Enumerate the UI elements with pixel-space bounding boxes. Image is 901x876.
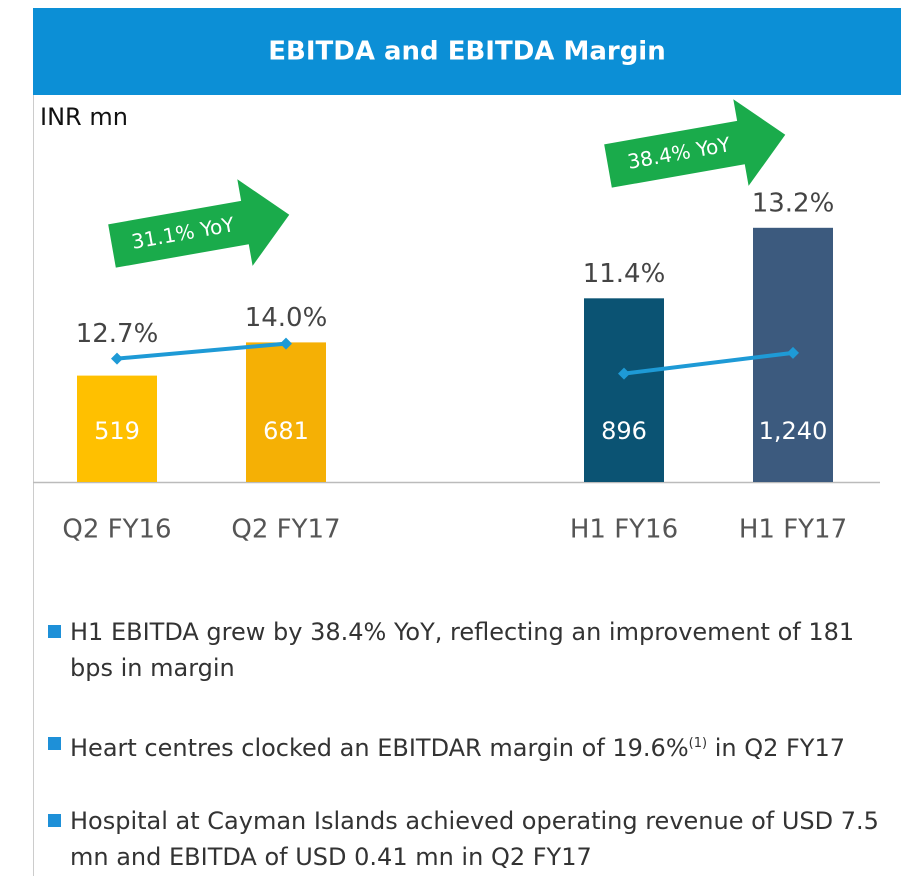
arrow-shape: [108, 179, 290, 268]
bullet-text-part: Heart centres clocked an EBITDAR margin …: [70, 734, 689, 762]
bullet-text-part: in Q2 FY17: [707, 734, 845, 762]
bullet-text: H1 EBITDA grew by 38.4% YoY, reflecting …: [70, 618, 855, 682]
margin-label: 11.4%: [583, 259, 666, 289]
margin-marker: [787, 346, 799, 359]
header-bar: [33, 8, 901, 95]
margin-label: 12.7%: [76, 319, 159, 349]
margin-line: [116, 341, 287, 361]
x-tick-label: H1 FY17: [739, 515, 847, 545]
unit-label: INR mn: [40, 103, 128, 131]
bar-value-label: 519: [94, 417, 140, 445]
bar: [77, 375, 157, 482]
margin-line: [623, 350, 794, 376]
bar: [584, 298, 664, 482]
arrow-shape: [604, 99, 786, 188]
margin-marker: [111, 352, 123, 365]
bar-value-label: 1,240: [759, 417, 828, 445]
bullet: Hospital at Cayman Islands achieved oper…: [48, 803, 888, 875]
header-title: EBITDA and EBITDA Margin: [268, 37, 665, 67]
bar: [246, 342, 326, 482]
x-tick-label: Q2 FY16: [62, 515, 171, 545]
bar-value-label: 896: [601, 417, 647, 445]
margin-label: 13.2%: [752, 188, 835, 218]
growth-arrow: 31.1% YoY: [108, 179, 290, 268]
bullet: H1 EBITDA grew by 38.4% YoY, reflecting …: [48, 614, 888, 686]
bullet: Heart centres clocked an EBITDAR margin …: [48, 726, 888, 766]
growth-arrow: 38.4% YoY: [604, 99, 786, 188]
x-tick-label: Q2 FY17: [231, 515, 340, 545]
bar-value-label: 681: [263, 417, 309, 445]
bullet-text: Heart centres clocked an EBITDAR margin …: [70, 726, 888, 766]
footnote-ref: (1): [688, 736, 708, 751]
x-tick-label: H1 FY16: [570, 515, 678, 545]
margin-marker: [280, 337, 292, 350]
margin-marker: [618, 367, 630, 380]
margin-label: 14.0%: [245, 303, 328, 333]
bullet-text: Hospital at Cayman Islands achieved oper…: [70, 807, 879, 871]
